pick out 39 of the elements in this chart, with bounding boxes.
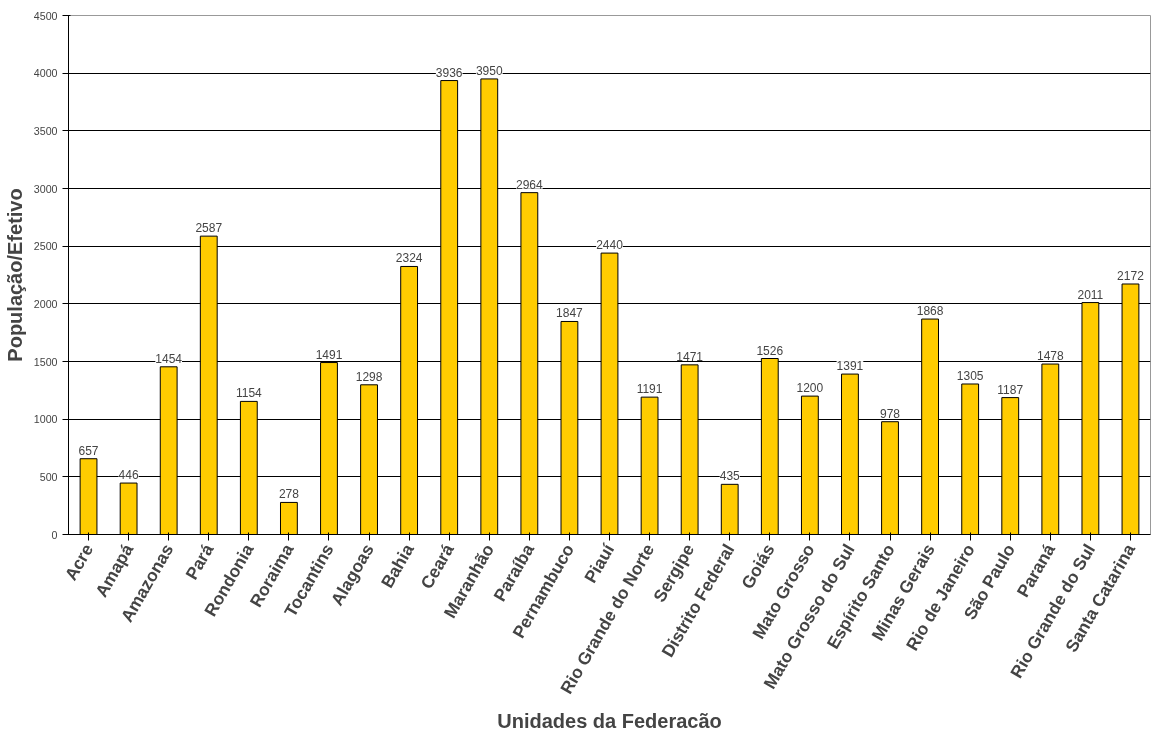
y-tick-label: 500 [39, 470, 58, 483]
data-label: 978 [880, 406, 901, 421]
data-label: 1191 [636, 382, 663, 397]
data-label: 2587 [195, 221, 223, 236]
data-label: 2011 [1077, 287, 1104, 302]
data-label: 1305 [956, 368, 984, 383]
data-label: 2324 [395, 251, 423, 266]
y-tick-label: 1500 [33, 355, 58, 368]
data-label: 1298 [355, 369, 383, 384]
data-label: 1526 [756, 343, 784, 358]
data-label: 1200 [796, 381, 824, 396]
y-tick-label: 4500 [33, 9, 58, 22]
y-tick-label: 2500 [33, 240, 58, 253]
data-label: 278 [278, 487, 300, 502]
data-label: 2964 [516, 177, 544, 192]
data-label: 657 [78, 443, 99, 458]
data-label: 1187 [997, 382, 1024, 397]
y-axis-title: População/Efetivo [3, 188, 26, 362]
data-label: 2440 [596, 238, 624, 253]
data-label: 3950 [475, 63, 503, 78]
x-axis-title: Unidades da Federacão [497, 710, 722, 733]
y-tick-label: 0 [51, 528, 58, 541]
data-label: 446 [118, 468, 139, 483]
data-label: 1454 [155, 351, 183, 366]
data-label: 1154 [235, 386, 263, 401]
data-label: 1491 [315, 347, 343, 362]
y-tick-label: 3000 [33, 182, 58, 195]
y-tick-label: 3500 [33, 124, 58, 137]
data-label: 1847 [556, 306, 584, 321]
data-label: 1478 [1036, 349, 1064, 364]
data-label: 1471 [676, 349, 704, 364]
data-label: 2172 [1117, 269, 1145, 283]
y-tick-label: 2000 [33, 297, 58, 310]
data-label: 1868 [916, 304, 944, 319]
data-label: 1391 [836, 359, 864, 374]
y-tick-label: 4000 [33, 67, 58, 80]
y-tick-label: 1000 [33, 413, 58, 426]
data-label: 435 [719, 469, 741, 484]
data-label: 3936 [435, 65, 463, 80]
